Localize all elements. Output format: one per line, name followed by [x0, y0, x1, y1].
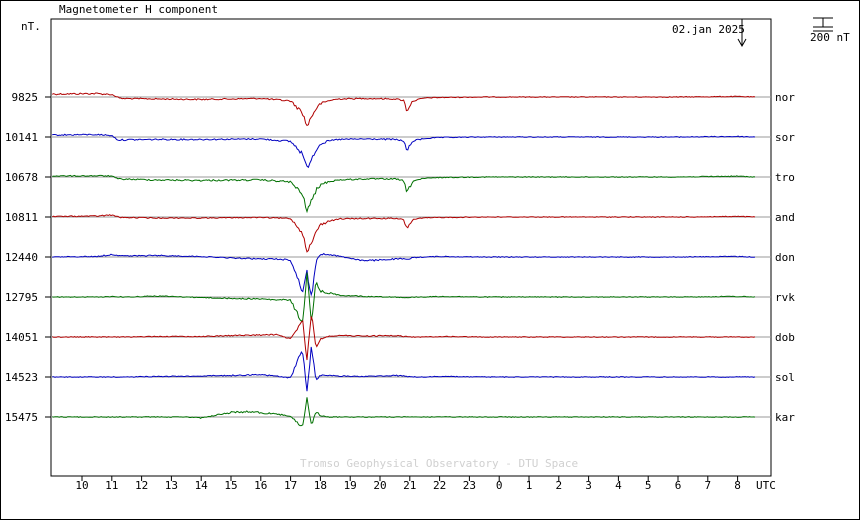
- x-tick-label: 0: [496, 479, 503, 492]
- station-label-sol: sol: [775, 371, 795, 384]
- trace-dob: [51, 316, 756, 361]
- x-unit-label: UTC: [756, 479, 776, 492]
- station-label-don: don: [775, 251, 795, 264]
- x-tick-label: 5: [645, 479, 652, 492]
- x-tick-label: 8: [734, 479, 741, 492]
- baseline-value-kar: 15475: [5, 411, 38, 424]
- x-tick-label: 16: [254, 479, 267, 492]
- station-label-dob: dob: [775, 331, 795, 344]
- trace-sor: [52, 133, 756, 169]
- x-tick-label: 11: [105, 479, 118, 492]
- x-tick-label: 7: [704, 479, 711, 492]
- chart-title: Magnetometer H component: [59, 3, 218, 16]
- trace-sol: [52, 346, 756, 392]
- credit-text: Tromso Geophysical Observatory - DTU Spa…: [300, 457, 578, 470]
- x-tick-label: 20: [373, 479, 386, 492]
- station-label-tro: tro: [775, 171, 795, 184]
- baseline-value-tro: 10678: [5, 171, 38, 184]
- baseline-value-sor: 10141: [5, 131, 38, 144]
- station-label-and: and: [775, 211, 795, 224]
- baseline-value-and: 10811: [5, 211, 38, 224]
- trace-kar: [52, 397, 756, 427]
- x-tick-label: 23: [463, 479, 476, 492]
- x-tick-label: 3: [585, 479, 592, 492]
- x-tick-label: 15: [224, 479, 237, 492]
- baseline-value-rvk: 12795: [5, 291, 38, 304]
- trace-rvk: [52, 272, 756, 322]
- x-tick-label: 10: [75, 479, 88, 492]
- x-tick-label: 6: [675, 479, 682, 492]
- baseline-value-nor: 9825: [12, 91, 39, 104]
- baseline-value-dob: 14051: [5, 331, 38, 344]
- x-tick-label: 4: [615, 479, 622, 492]
- date-marker-arrowhead: [737, 38, 747, 48]
- station-label-nor: nor: [775, 91, 795, 104]
- x-tick-label: 13: [165, 479, 178, 492]
- x-tick-label: 22: [433, 479, 446, 492]
- x-tick-label: 17: [284, 479, 297, 492]
- trace-and: [52, 214, 756, 253]
- station-label-sor: sor: [775, 131, 795, 144]
- x-tick-label: 2: [555, 479, 562, 492]
- trace-tro: [52, 174, 756, 214]
- station-label-rvk: rvk: [775, 291, 795, 304]
- y-unit-label: nT.: [21, 20, 41, 33]
- x-tick-label: 12: [135, 479, 148, 492]
- scale-bar-label: 200 nT: [810, 31, 850, 44]
- x-tick-label: 14: [195, 479, 209, 492]
- x-tick-label: 18: [314, 479, 327, 492]
- trace-don: [52, 252, 756, 297]
- baseline-value-don: 12440: [5, 251, 38, 264]
- trace-nor: [52, 92, 756, 127]
- station-label-kar: kar: [775, 411, 795, 424]
- plot-frame: [50, 18, 772, 477]
- x-tick-label: 21: [403, 479, 416, 492]
- x-tick-label: 19: [344, 479, 357, 492]
- x-tick-label: 1: [526, 479, 533, 492]
- date-label: 02.jan 2025: [672, 23, 745, 36]
- baseline-value-sol: 14523: [5, 371, 38, 384]
